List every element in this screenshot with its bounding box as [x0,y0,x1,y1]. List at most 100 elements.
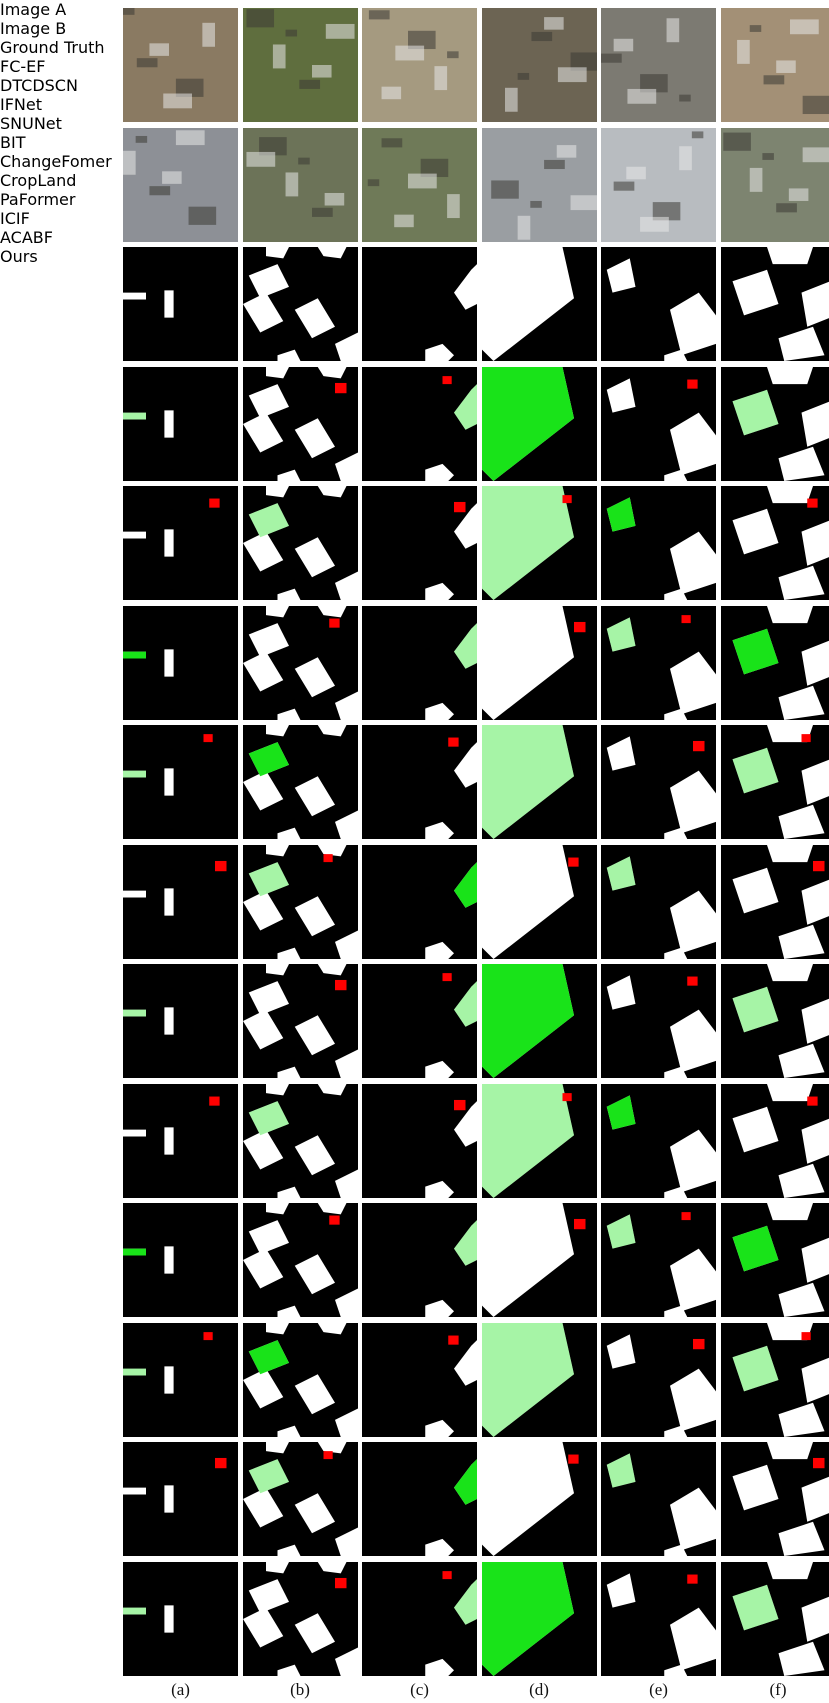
image-cell [123,1323,238,1437]
image-cell [243,367,358,481]
false-alarm [693,1338,705,1348]
column-label: (e) [601,1680,716,1700]
image-cell [721,1084,829,1198]
mask-bg [123,1323,238,1437]
mask-bg [362,1203,477,1317]
image-cell [482,1203,597,1317]
false-alarm [568,857,578,866]
image-cell [362,1442,477,1556]
mask-bg [362,1562,477,1676]
photo-detail [544,159,565,168]
column-label: (a) [123,1680,238,1700]
mask-bg [123,367,238,481]
photo-detail [394,214,414,227]
false-alarm [215,860,227,870]
mask-bg [123,1084,238,1198]
mask-bg [123,725,238,839]
photo-detail [395,46,424,61]
image-cell [601,606,716,720]
image-cell [601,8,716,122]
image-cell [601,725,716,839]
image-cell [362,367,477,481]
mask-bg [362,725,477,839]
image-cell [482,1562,597,1676]
photo-detail [505,88,518,112]
photo-detail [557,67,586,82]
image-cell [482,1442,597,1556]
false-alarm [335,382,347,392]
false-alarm [454,502,466,512]
mask-bg [362,367,477,481]
mask-bg [362,1442,477,1556]
image-cell [362,1562,477,1676]
image-cell [721,486,829,600]
photo-detail [312,207,333,216]
image-cell [601,1323,716,1437]
image-cell [243,8,358,122]
false-alarm [215,1458,227,1468]
photo-detail [723,132,751,150]
photo-detail [679,95,691,102]
photo-detail [544,17,564,30]
false-alarm [813,1458,825,1468]
building [767,486,813,503]
image-cell [482,367,597,481]
false-alarm [335,980,347,990]
false-alarm [443,973,452,981]
photo-detail [408,173,437,188]
column-label: (f) [721,1680,829,1700]
photo-detail [137,58,158,67]
false-alarm [209,499,219,508]
photo-detail [614,39,634,52]
image-cell [243,606,358,720]
mask-bg [123,606,238,720]
photo-detail [802,96,829,114]
image-cell [482,8,597,122]
photo-detail [298,157,310,164]
image-cell [243,1084,358,1198]
image-cell [123,128,238,242]
photo-detail [382,138,403,147]
image-cell [123,247,238,361]
building [164,290,173,317]
photo-detail [679,146,692,170]
mask-bg [123,964,238,1078]
false-alarm [443,376,452,384]
false-alarm [807,1096,817,1105]
building [164,1007,173,1034]
false-alarm [801,1332,810,1340]
image-cell [362,964,477,1078]
photo-detail [802,147,829,162]
image-cell [243,1323,358,1437]
photo-detail [447,51,459,58]
false-alarm [682,1212,691,1220]
image-cell [482,725,597,839]
building [767,1562,813,1579]
image-cell [243,964,358,1078]
building [123,1488,146,1495]
image-cell [482,486,597,600]
photo-detail [749,167,762,191]
image-cell [123,8,238,122]
building [767,367,813,384]
image-cell [721,725,829,839]
false-alarm [454,1099,466,1109]
photo-detail [447,194,460,218]
mask-bg [123,486,238,600]
false-alarm [574,621,586,631]
false-alarm [209,1096,219,1105]
photo-detail [626,166,646,179]
mask-bg [362,845,477,959]
image-cell [482,128,597,242]
image-cell [601,1203,716,1317]
image-cell [482,964,597,1078]
false-alarm [323,1451,332,1459]
photo-detail [325,24,354,39]
building [767,1084,813,1101]
building [767,606,813,623]
image-cell [601,367,716,481]
image-cell [721,128,829,242]
image-cell [243,247,358,361]
image-cell [123,725,238,839]
false-alarm [204,734,213,742]
